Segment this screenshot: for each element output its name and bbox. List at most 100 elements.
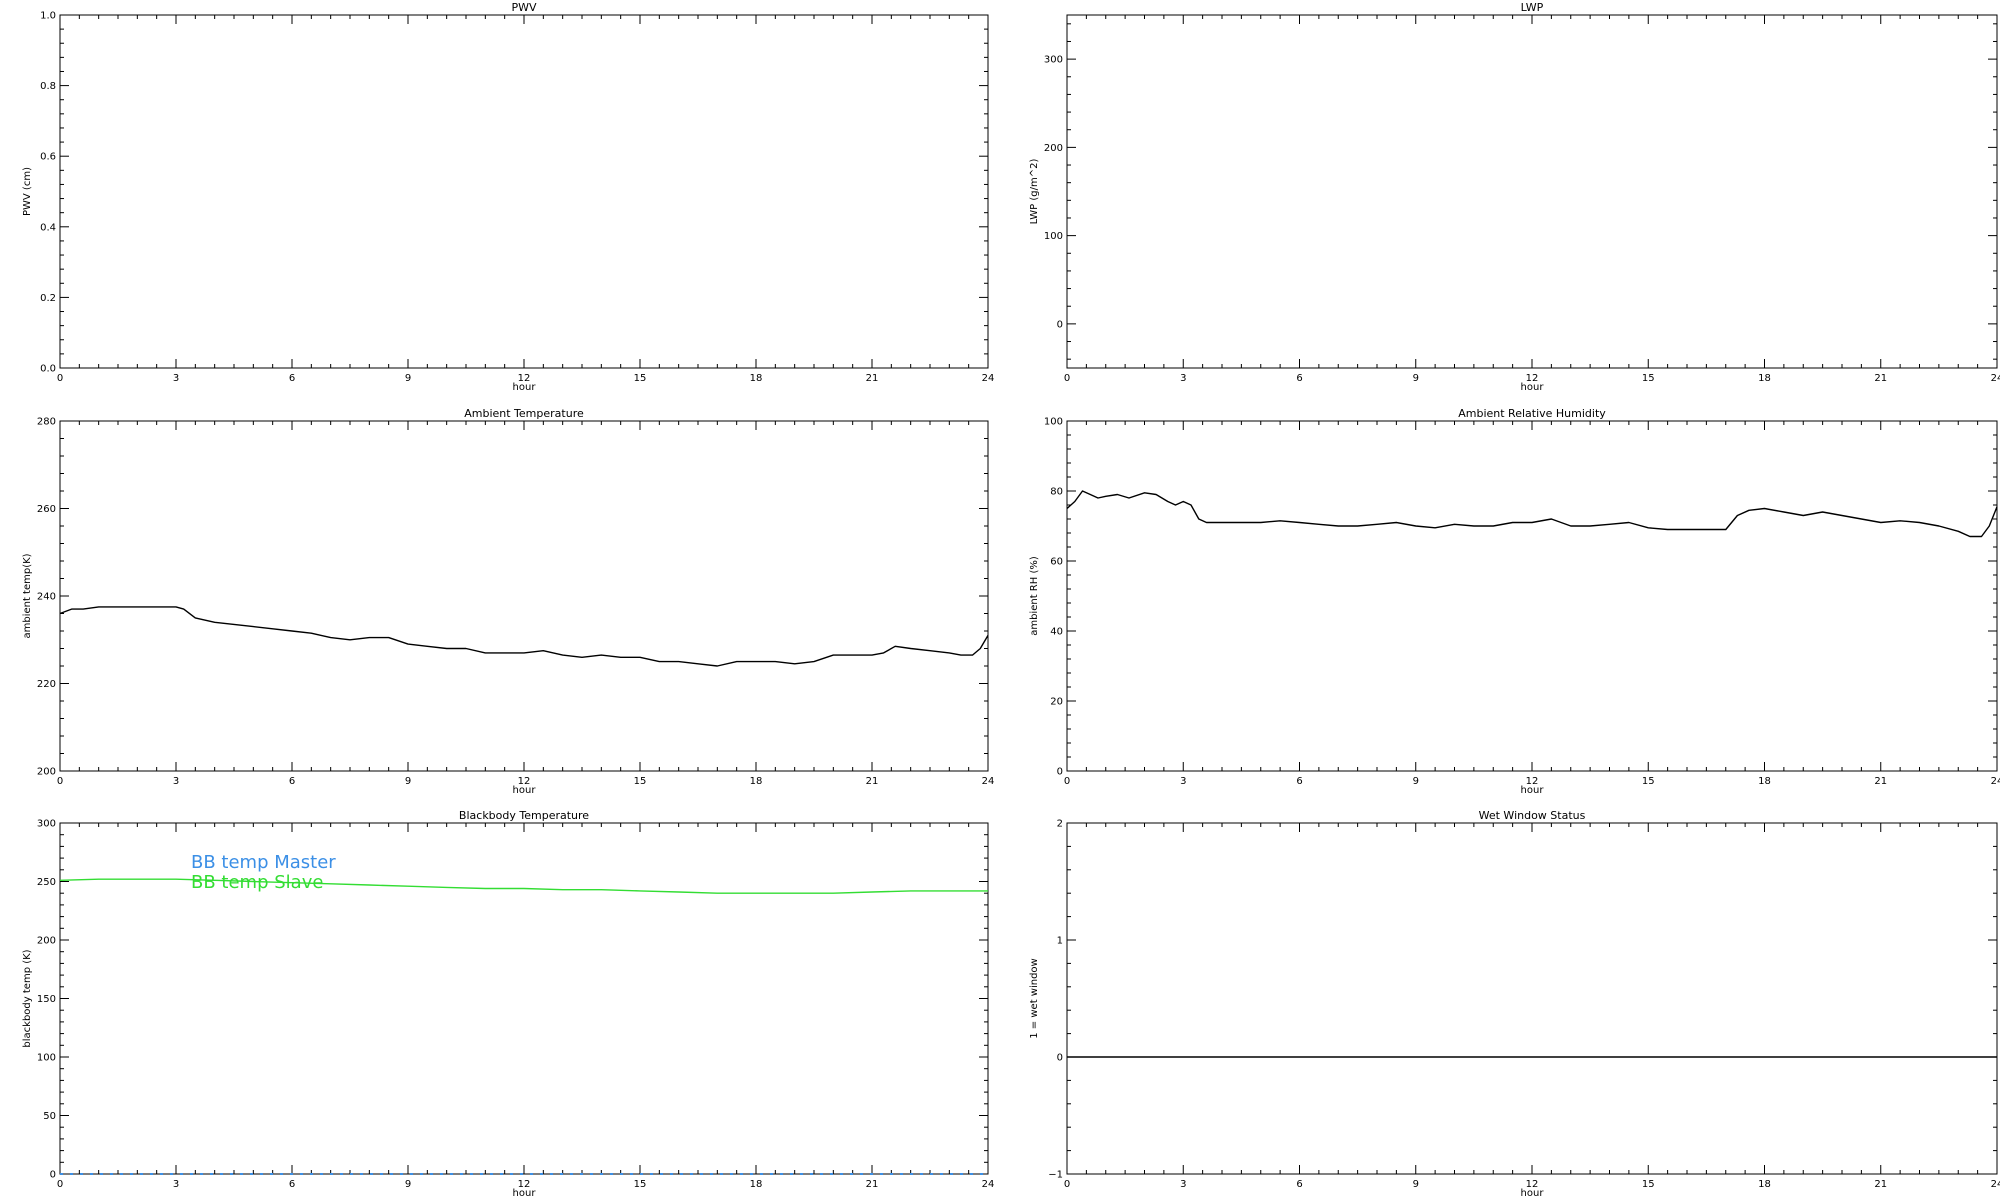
x-tick-label: 12 <box>1526 1179 1539 1190</box>
x-tick-label: 9 <box>1413 776 1419 787</box>
x-tick-label: 15 <box>1642 1179 1655 1190</box>
ambient-temp-panel: 0 3 6 9 12 15 18 21 24 200 220 240 260 280 Ambient Tem… <box>22 407 994 796</box>
legend-entry: BB temp Master <box>191 852 336 873</box>
x-tick-label: 6 <box>289 373 295 384</box>
pwv-panel: 0 3 6 9 12 15 18 21 24 0.0 0.2 0.4 0.6 0.8 1.0 PWV hour P… <box>22 1 994 393</box>
x-tick-label: 15 <box>1642 776 1655 787</box>
plot-frame <box>59 14 989 369</box>
panel-title: Ambient Relative Humidity <box>1458 407 1606 420</box>
x-tick-label: 0 <box>57 776 63 787</box>
x-tick-label: 15 <box>1642 373 1655 384</box>
y-tick-label: 1 <box>1057 936 1063 947</box>
panel-title: Blackbody Temperature <box>459 809 589 822</box>
x-tick-label: 24 <box>1991 1179 2000 1190</box>
x-tick-label: 12 <box>1526 373 1539 384</box>
lwp-panel: 0 3 6 9 12 15 18 21 24 0 100 200 300 LWP hour LWP (g/m^… <box>1029 1 2000 393</box>
x-tick-label: 12 <box>1526 776 1539 787</box>
plot-frame <box>1066 420 1998 772</box>
ambient-temp-series-line <box>59 606 989 667</box>
y-tick-label: 260 <box>37 504 56 515</box>
y-tick-label: 150 <box>37 994 56 1005</box>
x-tick-label: 18 <box>750 373 763 384</box>
x-tick-label: 18 <box>1758 373 1771 384</box>
x-tick-label: 24 <box>1991 776 2000 787</box>
x-tick-label: 3 <box>173 1179 179 1190</box>
x-tick-label: 21 <box>1874 1179 1887 1190</box>
x-axis-title: hour <box>513 785 537 796</box>
y-tick-label: −1 <box>1048 1170 1063 1181</box>
y-axis-title: ambient temp(K) <box>22 553 33 638</box>
y-tick-label: 100 <box>1044 231 1063 242</box>
x-tick-label: 3 <box>173 373 179 384</box>
y-axis-title: ambient RH (%) <box>1029 556 1040 636</box>
y-tick-label: 100 <box>1044 417 1063 428</box>
y-tick-label: 60 <box>1050 557 1063 568</box>
y-tick-label: 200 <box>37 936 56 947</box>
x-tick-label: 18 <box>750 1179 763 1190</box>
y-tick-label: 220 <box>37 679 56 690</box>
y-tick-label: 250 <box>37 877 56 888</box>
x-tick-label: 6 <box>1296 1179 1302 1190</box>
y-tick-label: 100 <box>37 1053 56 1064</box>
x-tick-label: 0 <box>1064 776 1070 787</box>
ambient-rh-series-line <box>1066 490 1998 538</box>
y-tick-label: 0.8 <box>40 81 56 92</box>
x-tick-label: 21 <box>866 1179 879 1190</box>
y-tick-label: 300 <box>37 819 56 830</box>
x-tick-label: 3 <box>1180 776 1186 787</box>
x-tick-label: 18 <box>1758 776 1771 787</box>
y-tick-label: 50 <box>43 1111 56 1122</box>
y-tick-label: 0 <box>1057 767 1063 778</box>
x-tick-label: 24 <box>982 373 995 384</box>
x-tick-label: 6 <box>1296 776 1302 787</box>
x-tick-label: 9 <box>1413 373 1419 384</box>
x-tick-label: 15 <box>634 373 647 384</box>
x-tick-label: 6 <box>289 776 295 787</box>
y-tick-label: 0 <box>50 1170 56 1181</box>
x-tick-label: 9 <box>405 776 411 787</box>
plot-frame <box>1066 822 1998 1175</box>
legend-entry: BB temp Slave <box>191 872 323 893</box>
x-tick-label: 15 <box>634 776 647 787</box>
blackbody-temp-panel: 0 3 6 9 12 15 18 21 24 0 50 100 150 200 250 300 Blackbod… <box>22 809 994 1199</box>
x-tick-label: 21 <box>866 373 879 384</box>
y-tick-label: 0.0 <box>40 364 56 375</box>
y-tick-label: 200 <box>37 767 56 778</box>
y-tick-label: 0.4 <box>40 222 56 233</box>
panel-title: PWV <box>511 1 537 14</box>
x-axis-title: hour <box>1521 785 1545 796</box>
x-tick-label: 3 <box>173 776 179 787</box>
bb-temp-slave-series-line <box>59 878 988 894</box>
y-axis-title: PWV (cm) <box>22 167 33 216</box>
plot-frame <box>59 420 989 772</box>
x-tick-label: 21 <box>866 776 879 787</box>
y-tick-label: 20 <box>1050 697 1063 708</box>
x-tick-label: 12 <box>518 1179 531 1190</box>
y-tick-label: 300 <box>1044 55 1063 66</box>
x-tick-label: 18 <box>1758 1179 1771 1190</box>
x-tick-label: 24 <box>982 776 995 787</box>
x-tick-label: 21 <box>1874 373 1887 384</box>
x-tick-label: 6 <box>289 1179 295 1190</box>
x-tick-label: 0 <box>57 1179 63 1190</box>
panel-title: Ambient Temperature <box>464 407 584 420</box>
panel-title: Wet Window Status <box>1479 809 1586 822</box>
y-tick-label: 200 <box>1044 143 1063 154</box>
ambient-rh-panel: 0 3 6 9 12 15 18 21 24 0 20 40 60 80 100 Ambient Relati… <box>1029 407 2000 796</box>
x-tick-label: 12 <box>518 776 531 787</box>
x-tick-label: 6 <box>1296 373 1302 384</box>
x-tick-label: 24 <box>1991 373 2000 384</box>
y-tick-label: 0.2 <box>40 293 56 304</box>
x-axis-title: hour <box>513 382 537 393</box>
x-tick-label: 18 <box>750 776 763 787</box>
y-tick-label: 80 <box>1050 487 1063 498</box>
y-tick-label: 0 <box>1057 319 1063 330</box>
x-tick-label: 9 <box>405 1179 411 1190</box>
y-tick-label: 240 <box>37 592 56 603</box>
x-tick-label: 0 <box>1064 373 1070 384</box>
y-axis-title: blackbody temp (K) <box>22 949 33 1047</box>
y-tick-label: 2 <box>1057 819 1063 830</box>
y-tick-label: 40 <box>1050 627 1063 638</box>
